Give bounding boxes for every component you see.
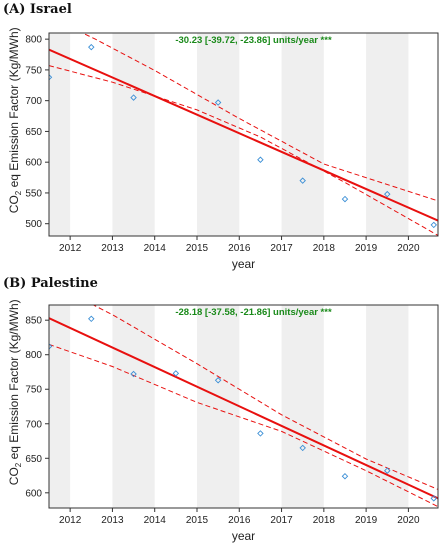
year-band: [49, 33, 71, 236]
data-point: [49, 343, 53, 350]
data-point: [49, 74, 53, 81]
y-tick-label: 650: [25, 127, 42, 138]
data-point: [214, 377, 222, 384]
slope-annotation: -30.23 [-39.72, -23.86] units/year ***: [175, 35, 332, 46]
x-tick-label: 2017: [270, 243, 293, 254]
data-point: [430, 221, 438, 229]
x-tick-label: 2019: [355, 515, 378, 526]
year-bands: [49, 305, 409, 508]
year-band: [112, 305, 155, 508]
ci-lower-line: [49, 65, 438, 236]
x-tick-label: 2013: [101, 515, 124, 526]
data-point: [384, 190, 391, 198]
year-band: [196, 33, 240, 236]
trend-line: [49, 317, 438, 500]
panel-title-israel: (A) Israel: [3, 2, 72, 17]
y-tick-label: 600: [25, 488, 42, 499]
data-point: [299, 177, 306, 184]
y-tick-label: 550: [25, 188, 42, 199]
x-tick-label: 2016: [228, 243, 251, 254]
year-band: [112, 33, 155, 236]
y-tick-label: 800: [25, 35, 42, 46]
x-tick-label: 2012: [59, 515, 82, 526]
data-point: [384, 467, 391, 474]
x-tick-label: 2017: [270, 515, 293, 526]
y-tick-label: 700: [25, 96, 42, 107]
chart-israel: 2012 2013 2014 2015 2016 2017 2018 2019 2020 500 5…: [25, 32, 439, 271]
x-tick-label: 2015: [186, 243, 209, 254]
y-tick-label: 650: [25, 454, 42, 465]
x-tick-label: 2015: [186, 515, 209, 526]
year-band: [196, 305, 240, 508]
data-point: [299, 444, 306, 452]
x-axis-label: year: [232, 257, 255, 271]
data-point: [172, 370, 180, 377]
data-point: [88, 43, 95, 51]
year-band: [281, 33, 324, 236]
data-point: [130, 370, 137, 378]
y-tick-label: 700: [25, 419, 42, 430]
slope-annotation: -28.18 [-37.58, -21.86] units/year ***: [175, 307, 332, 318]
trend-line: [49, 48, 438, 222]
x-tick-label: 2018: [313, 515, 336, 526]
x-tick-label: 2014: [144, 515, 167, 526]
y-tick-label: 500: [25, 219, 42, 230]
x-tick-label: 2019: [355, 243, 378, 254]
x-tick-label: 2012: [59, 243, 82, 254]
y-tick-label: 750: [25, 385, 42, 396]
year-band: [366, 305, 409, 508]
year-band: [281, 305, 324, 508]
y-tick-label: 600: [25, 158, 42, 169]
data-point: [257, 156, 264, 163]
ci-upper-line: [92, 305, 438, 490]
ci-upper-line: [81, 33, 438, 202]
x-tick-label: 2016: [228, 515, 251, 526]
data-point: [130, 94, 137, 101]
x-tick-label: 2018: [313, 243, 336, 254]
y-tick-label: 800: [25, 350, 42, 361]
year-band: [366, 33, 409, 236]
x-tick-label: 2014: [144, 243, 167, 254]
year-bands: [49, 33, 409, 236]
x-tick-label: 2020: [397, 515, 420, 526]
data-point: [341, 473, 349, 480]
data-point: [214, 99, 222, 106]
plot-area: [49, 305, 438, 508]
chart-palestine: 2012 2013 2014 2015 2016 2017 2018 2019 2020 600 6…: [25, 304, 439, 543]
panel-title-palestine: (B) Palestine: [3, 276, 98, 291]
data-point: [430, 495, 438, 502]
data-point: [88, 315, 95, 323]
x-tick-label: 2020: [397, 243, 420, 254]
plot-frame: [48, 32, 439, 237]
y-tick-label: 850: [25, 316, 42, 327]
year-band: [49, 305, 71, 508]
ci-lower-line: [49, 343, 438, 508]
data-point: [341, 195, 349, 203]
plot-frame: [48, 304, 439, 509]
y-tick-label: 750: [25, 65, 42, 76]
plot-area: [49, 33, 438, 236]
x-tick-label: 2013: [101, 243, 124, 254]
data-point: [257, 430, 264, 437]
x-axis-label: year: [232, 529, 255, 543]
